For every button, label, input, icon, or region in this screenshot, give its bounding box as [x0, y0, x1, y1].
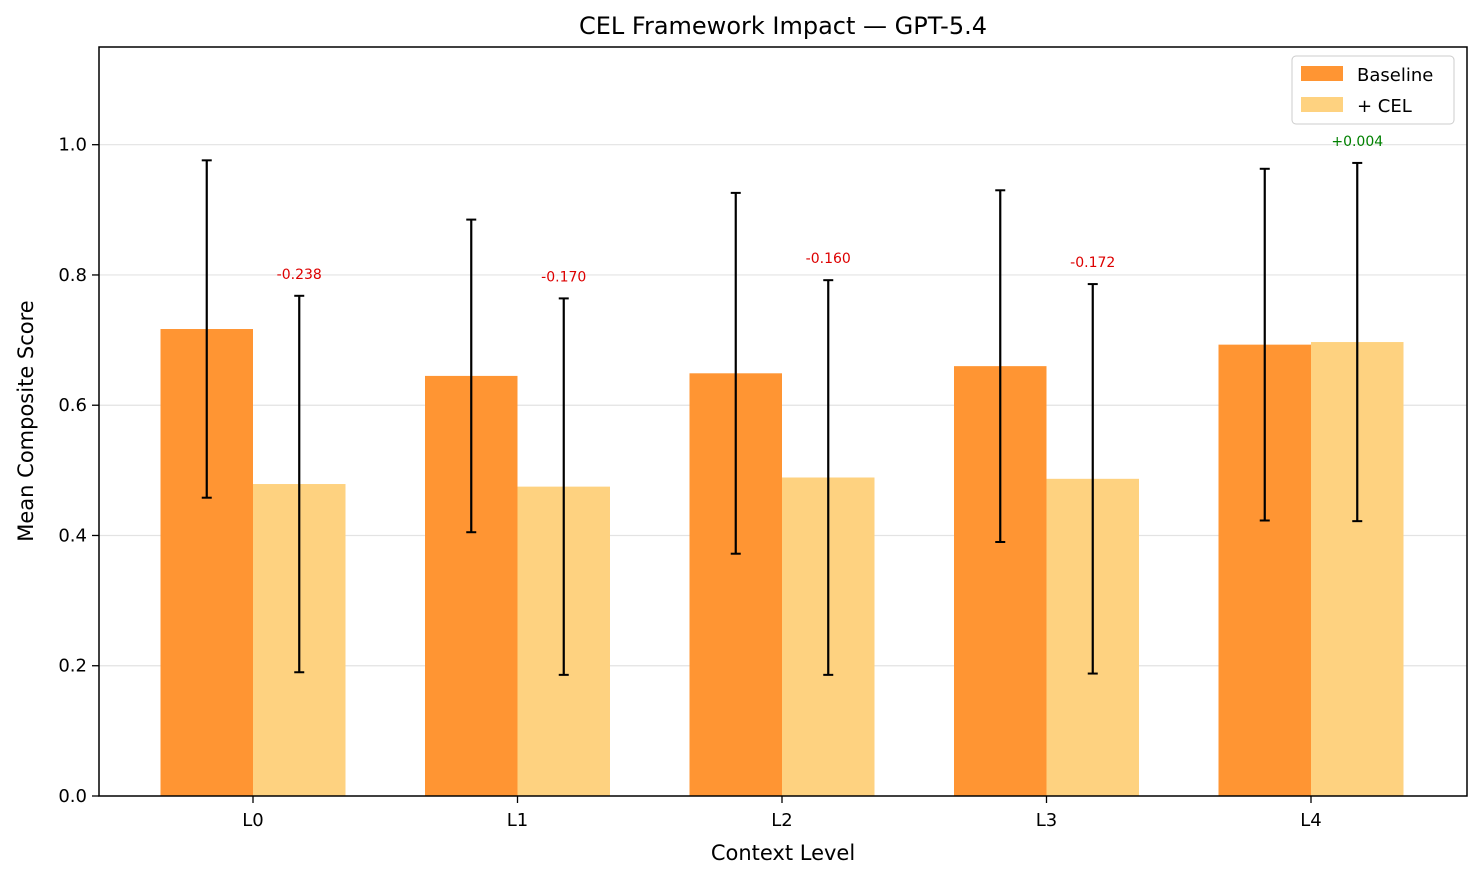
error-bar-baseline-l3	[995, 189, 1006, 543]
error-bar-cel-l4	[1352, 161, 1363, 523]
error-bar-cel-l2	[823, 279, 834, 676]
y-axis-label: Mean Composite Score	[14, 300, 38, 541]
bars	[160, 329, 1404, 796]
x-tick-label-l0: L0	[242, 810, 263, 831]
error-bar-cel-l0	[294, 294, 305, 674]
error-bar-baseline-l2	[730, 191, 741, 555]
delta-annotations: -0.238 -0.170 -0.160 -0.172 +0.004	[277, 134, 1384, 285]
legend-swatch-baseline	[1301, 66, 1343, 81]
x-tick-label-l1: L1	[507, 810, 528, 831]
error-bar-baseline-l0	[201, 159, 212, 499]
error-bar-baseline-l1	[466, 218, 477, 534]
chart-title: CEL Framework Impact — GPT-5.4	[579, 12, 987, 40]
legend-swatch-cel	[1301, 97, 1343, 112]
legend-label-cel: + CEL	[1357, 96, 1412, 117]
error-bar-cel-l1	[558, 297, 569, 676]
error-bar-baseline-l4	[1259, 167, 1270, 522]
delta-label-l2: -0.160	[806, 251, 851, 267]
y-tick-label: 0.2	[58, 656, 87, 677]
error-bar-cel-l3	[1087, 283, 1098, 675]
y-tick-label: 0.4	[58, 525, 87, 546]
legend: Baseline + CEL	[1291, 55, 1455, 125]
delta-label-l3: -0.172	[1070, 255, 1115, 271]
legend-label-baseline: Baseline	[1357, 65, 1433, 86]
x-axis: L0 L1 L2 L3 L4	[242, 796, 1322, 831]
delta-label-l0: -0.238	[277, 267, 322, 283]
x-axis-label: Context Level	[711, 841, 855, 865]
x-tick-label-l3: L3	[1036, 810, 1057, 831]
x-tick-label-l2: L2	[771, 810, 792, 831]
x-tick-label-l4: L4	[1300, 810, 1321, 831]
y-axis: 0.0 0.2 0.4 0.6 0.8 1.0	[58, 135, 99, 807]
y-tick-label: 0.0	[58, 786, 87, 807]
y-tick-label: 1.0	[58, 135, 87, 156]
y-tick-label: 0.8	[58, 265, 87, 286]
error-bars	[201, 159, 1363, 676]
delta-label-l1: -0.170	[541, 269, 586, 285]
delta-label-l4: +0.004	[1331, 134, 1383, 150]
plot-frame	[98, 46, 1468, 797]
y-tick-label: 0.6	[58, 395, 87, 416]
